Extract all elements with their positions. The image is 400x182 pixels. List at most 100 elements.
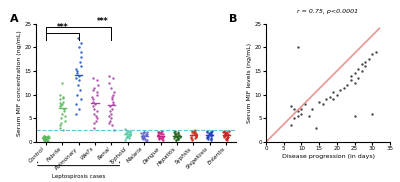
Point — [57, 126, 63, 129]
Point — [56, 98, 63, 101]
Point — [91, 126, 98, 129]
Point — [208, 132, 214, 134]
Point — [90, 107, 97, 110]
Point — [57, 93, 64, 96]
Point — [58, 104, 64, 106]
Point — [291, 107, 298, 110]
Point — [174, 130, 181, 133]
Point — [143, 139, 149, 142]
Point — [74, 72, 80, 75]
Point — [42, 136, 48, 139]
Point — [122, 138, 128, 141]
Point — [190, 129, 197, 132]
Point — [205, 133, 212, 136]
Point — [78, 55, 84, 58]
Point — [107, 105, 114, 108]
Point — [192, 131, 198, 134]
Point — [142, 138, 148, 141]
Point — [348, 79, 354, 82]
Point — [110, 103, 116, 106]
Point — [108, 112, 114, 115]
Point — [222, 137, 229, 140]
Point — [172, 132, 178, 135]
Point — [348, 74, 354, 77]
Point — [155, 134, 162, 137]
Point — [94, 91, 100, 94]
Point — [91, 112, 97, 115]
Point — [355, 77, 361, 80]
Point — [193, 136, 199, 139]
Point — [106, 74, 112, 77]
Point — [40, 135, 46, 138]
Point — [351, 72, 358, 75]
Point — [204, 130, 211, 132]
Point — [323, 98, 330, 101]
Point — [108, 98, 115, 101]
Point — [73, 112, 80, 115]
Point — [74, 84, 81, 87]
Point — [123, 132, 129, 135]
Point — [220, 130, 226, 133]
Point — [205, 137, 211, 140]
Point — [123, 134, 130, 137]
Point — [208, 130, 214, 133]
Point — [41, 134, 47, 137]
X-axis label: Disease progression (in days): Disease progression (in days) — [282, 154, 374, 159]
Point — [141, 131, 148, 134]
Point — [110, 100, 116, 103]
Point — [209, 134, 215, 137]
Point — [369, 112, 376, 115]
Point — [73, 67, 79, 70]
Point — [288, 124, 294, 127]
Point — [61, 107, 67, 110]
Text: ***: *** — [98, 17, 109, 26]
Point — [344, 84, 351, 87]
Point — [43, 136, 50, 139]
Point — [124, 131, 130, 134]
Point — [171, 131, 178, 134]
Point — [224, 136, 230, 139]
Point — [59, 81, 65, 84]
Point — [140, 136, 146, 139]
Point — [207, 133, 213, 136]
Point — [176, 134, 182, 137]
Point — [155, 130, 161, 133]
Point — [73, 77, 79, 80]
Text: r = 0.75, p<0.0001: r = 0.75, p<0.0001 — [298, 9, 358, 14]
Point — [95, 84, 101, 87]
Point — [44, 136, 50, 139]
Point — [189, 130, 196, 132]
Point — [106, 81, 112, 84]
Point — [140, 137, 147, 140]
Point — [94, 110, 100, 113]
Point — [74, 70, 80, 72]
Point — [43, 138, 50, 141]
Point — [125, 130, 131, 132]
Point — [59, 112, 65, 115]
Point — [222, 132, 228, 135]
Point — [160, 136, 166, 139]
Point — [158, 138, 165, 141]
Point — [60, 129, 66, 132]
Point — [298, 107, 305, 110]
Point — [43, 137, 49, 140]
Point — [125, 135, 131, 138]
Point — [369, 53, 376, 56]
Point — [209, 129, 215, 132]
Point — [174, 137, 181, 140]
Point — [159, 130, 165, 132]
Point — [156, 137, 162, 140]
Point — [126, 131, 133, 134]
Point — [358, 62, 365, 65]
Point — [156, 137, 162, 140]
Point — [188, 137, 194, 140]
Point — [139, 135, 145, 138]
Point — [40, 137, 46, 140]
Point — [46, 135, 52, 138]
Point — [302, 103, 308, 106]
Point — [223, 138, 229, 141]
Point — [189, 137, 195, 140]
Point — [208, 135, 214, 138]
Point — [358, 70, 365, 72]
Point — [192, 134, 199, 137]
